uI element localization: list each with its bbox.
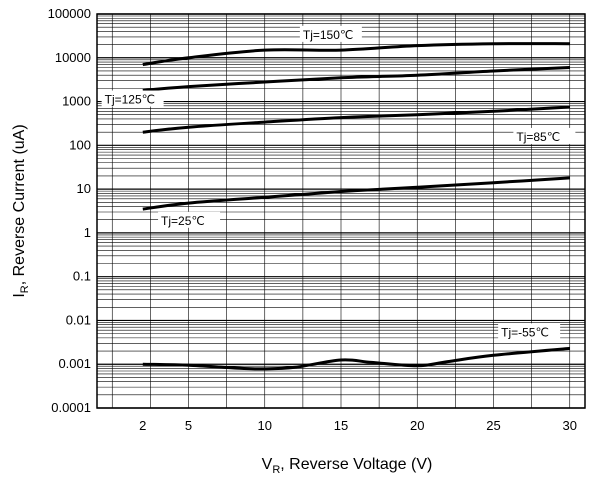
x-tick-label: 10 bbox=[258, 418, 272, 433]
x-axis-title: VR, Reverse Voltage (V) bbox=[262, 456, 433, 476]
y-axis-title: IR, Reverse Current (uA) bbox=[11, 124, 31, 297]
plot-frame bbox=[96, 13, 586, 409]
x-tick-label: 5 bbox=[185, 418, 192, 433]
series-lines bbox=[142, 42, 570, 371]
series-line-0 bbox=[142, 42, 570, 67]
x-tick-label: 30 bbox=[563, 418, 577, 433]
annotation-box bbox=[498, 323, 561, 340]
annotation-box bbox=[513, 127, 576, 144]
annotation-label: Tj=-55℃ bbox=[501, 325, 549, 339]
series-line-3 bbox=[142, 176, 570, 211]
series-line-1 bbox=[142, 66, 570, 92]
annotation-label: Tj=150℃ bbox=[303, 28, 354, 42]
annotation-box bbox=[101, 90, 164, 107]
x-tick-label: 15 bbox=[334, 418, 348, 433]
x-tick-labels: 2 5 10 15 20 25 30 bbox=[139, 418, 577, 433]
annotation-label: Tj=25℃ bbox=[161, 214, 205, 228]
x-tick-label: 2 bbox=[139, 418, 146, 433]
y-tick-label: 100000 bbox=[48, 6, 91, 21]
y-tick-label: 0.1 bbox=[73, 269, 91, 284]
y-tick-label: 0.001 bbox=[58, 356, 91, 371]
annotation-label: Tj=85℃ bbox=[516, 130, 560, 144]
series-line-2 bbox=[142, 105, 570, 134]
y-tick-label: 0.0001 bbox=[51, 400, 91, 415]
minor-gridlines bbox=[97, 14, 585, 408]
y-tick-labels: 0.0001 0.001 0.01 0.1 1 10 100 1000 10000 100000 bbox=[48, 6, 91, 415]
annotation-box bbox=[299, 25, 362, 42]
annotation-box bbox=[158, 211, 221, 228]
y-tick-label: 1 bbox=[84, 225, 91, 240]
y-tick-label: 1000 bbox=[62, 94, 91, 109]
x-tick-label: 25 bbox=[486, 418, 500, 433]
series-line-4 bbox=[142, 346, 570, 371]
x-tick-label: 20 bbox=[410, 418, 424, 433]
annotation-label: Tj=125℃ bbox=[105, 93, 156, 107]
y-tick-label: 10 bbox=[77, 181, 91, 196]
y-tick-label: 100 bbox=[69, 137, 91, 152]
y-tick-label: 0.01 bbox=[66, 312, 91, 327]
y-tick-label: 10000 bbox=[55, 50, 91, 65]
curve-annotations: Tj=150℃ Tj=125℃ Tj=85℃ Tj=25℃ Tj=-55℃ bbox=[101, 25, 576, 340]
